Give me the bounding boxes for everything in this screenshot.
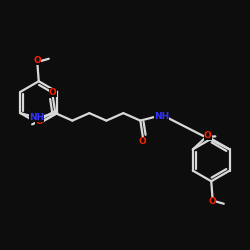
Text: O: O	[204, 132, 212, 140]
Text: NH: NH	[29, 113, 44, 122]
Text: O: O	[49, 88, 57, 97]
Text: O: O	[208, 198, 216, 206]
Text: NH: NH	[154, 112, 169, 121]
Text: O: O	[35, 116, 43, 126]
Text: O: O	[139, 137, 147, 146]
Text: O: O	[34, 56, 42, 65]
